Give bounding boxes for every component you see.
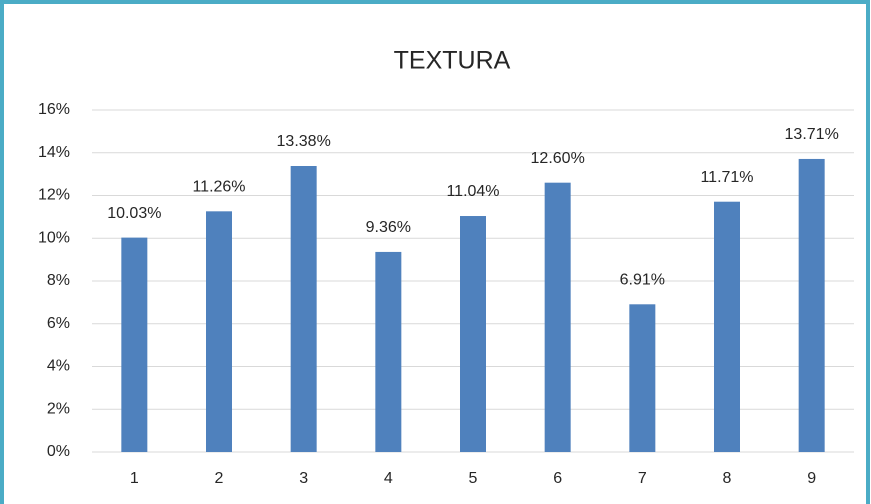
bar <box>798 158 825 453</box>
chart-title: TEXTURA <box>394 47 511 75</box>
x-tick-label: 1 <box>130 470 139 487</box>
data-label: 13.71% <box>785 126 839 143</box>
data-label: 13.38% <box>277 133 331 150</box>
x-tick-label: 4 <box>384 470 393 487</box>
bar <box>544 182 571 453</box>
bar <box>206 211 232 452</box>
data-label: 6.91% <box>620 272 665 289</box>
x-tick-label: 9 <box>807 470 816 487</box>
y-tick-label: 10% <box>38 229 70 246</box>
x-tick-label: 6 <box>553 470 562 487</box>
bar <box>375 251 402 452</box>
data-label: 10.03% <box>107 205 161 222</box>
bar <box>629 304 656 452</box>
bar <box>121 237 148 452</box>
x-tick-label: 7 <box>638 470 647 487</box>
bar <box>290 166 317 452</box>
y-tick-label: 12% <box>38 187 70 204</box>
data-label: 12.60% <box>531 150 585 167</box>
y-tick-label: 4% <box>47 358 70 375</box>
y-tick-label: 8% <box>47 272 70 289</box>
data-label: 9.36% <box>366 219 411 236</box>
y-tick-label: 0% <box>47 443 70 460</box>
x-tick-label: 3 <box>299 470 308 487</box>
y-tick-label: 6% <box>47 315 70 332</box>
data-label: 11.26% <box>192 179 245 196</box>
bar <box>460 216 486 452</box>
y-tick-label: 16% <box>38 101 70 118</box>
x-tick-label: 2 <box>215 470 224 487</box>
bar <box>714 201 740 452</box>
data-label: 11.04% <box>446 183 499 200</box>
y-tick-label: 2% <box>47 400 70 417</box>
data-label: 11.71% <box>700 169 753 186</box>
y-tick-label: 14% <box>38 144 70 161</box>
x-tick-label: 8 <box>723 470 732 487</box>
x-tick-label: 5 <box>469 470 478 487</box>
